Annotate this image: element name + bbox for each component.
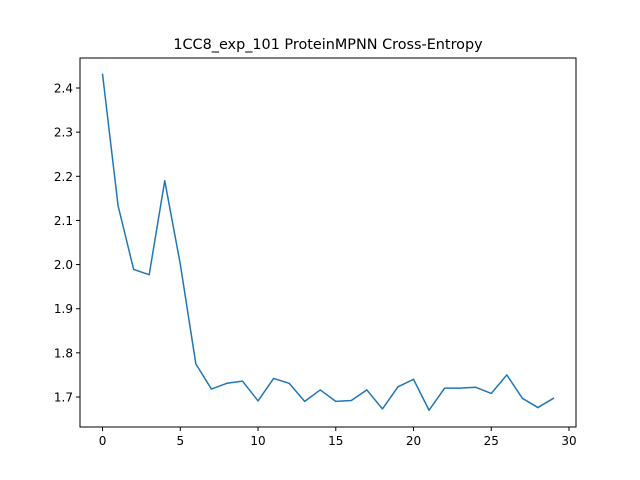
data-point <box>272 377 275 380</box>
x-tick-label: 30 <box>561 434 576 448</box>
data-point <box>319 389 321 391</box>
data-point <box>537 406 539 409</box>
data-point <box>117 205 119 207</box>
y-tick-label: 2.1 <box>54 214 73 228</box>
data-point <box>506 374 508 376</box>
data-point <box>490 392 492 395</box>
x-tick-label: 20 <box>406 434 421 448</box>
y-tick-label: 2.0 <box>54 258 73 272</box>
data-point <box>381 408 384 410</box>
x-tick-label: 15 <box>328 434 343 448</box>
data-point <box>210 388 212 390</box>
data-point <box>133 268 135 271</box>
y-tick-label: 1.9 <box>54 302 73 316</box>
y-tick-label: 1.7 <box>54 390 73 404</box>
y-tick-label: 1.8 <box>54 346 73 360</box>
data-point <box>179 263 181 265</box>
data-point <box>226 382 228 384</box>
data-point <box>350 399 352 402</box>
chart-title: 1CC8_exp_101 ProteinMPNN Cross-Entropy <box>173 37 483 53</box>
x-axis: 0 5 10 15 20 25 30 <box>99 427 577 448</box>
data-point <box>101 73 104 75</box>
data-point <box>552 397 555 399</box>
y-tick-label: 2.3 <box>54 126 73 140</box>
x-tick-label: 25 <box>484 434 499 448</box>
data-point <box>428 409 430 411</box>
data-point <box>397 386 399 388</box>
data-point <box>521 397 523 399</box>
x-tick-label: 10 <box>250 434 265 448</box>
y-axis: 1.7 1.8 1.9 2.0 2.1 2.2 2.3 2.4 <box>54 82 80 404</box>
data-point <box>164 180 166 182</box>
data-point <box>444 387 446 389</box>
data-point <box>288 382 290 384</box>
data-point <box>366 389 368 391</box>
data-point <box>335 400 337 402</box>
data-point <box>304 400 306 402</box>
x-tick-label: 5 <box>176 434 184 448</box>
data-point <box>475 386 477 388</box>
data-point <box>412 378 415 380</box>
data-point <box>459 387 461 389</box>
x-tick-label: 0 <box>99 434 107 448</box>
data-point <box>241 380 244 382</box>
plot-frame <box>79 57 577 428</box>
data-point <box>257 400 259 402</box>
data-point <box>148 274 150 276</box>
data-point <box>195 363 197 365</box>
y-tick-label: 2.2 <box>54 170 73 184</box>
series-layer <box>101 73 555 411</box>
series-line <box>101 73 555 411</box>
y-tick-label: 2.4 <box>54 82 73 96</box>
